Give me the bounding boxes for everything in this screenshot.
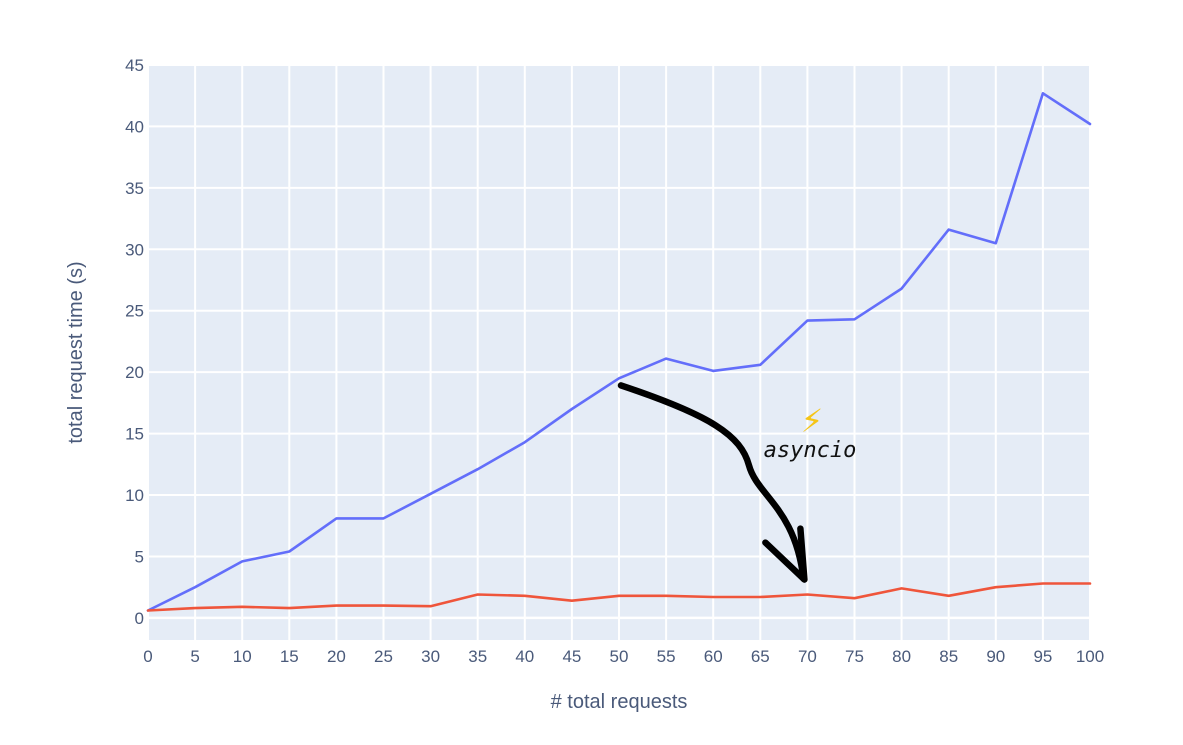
x-tick-label: 65 <box>751 647 770 666</box>
y-tick-label: 40 <box>125 117 144 136</box>
x-tick-label: 80 <box>892 647 911 666</box>
x-tick-label: 10 <box>233 647 252 666</box>
y-tick-labels: 0 5 10 15 20 25 30 35 40 45 <box>125 56 144 628</box>
y-axis-title: total request time (s) <box>65 261 87 443</box>
x-tick-label: 30 <box>421 647 440 666</box>
x-tick-label: 60 <box>704 647 723 666</box>
x-tick-label: 35 <box>468 647 487 666</box>
x-tick-label: 25 <box>374 647 393 666</box>
series-line-2 <box>146 582 1092 612</box>
x-tick-label: 20 <box>327 647 346 666</box>
x-tick-label: 75 <box>845 647 864 666</box>
y-tick-label: 5 <box>135 547 144 566</box>
x-tick-label: 15 <box>280 647 299 666</box>
y-tick-label: 35 <box>125 179 144 198</box>
lightning-bolt-icon: ⚡ <box>801 402 823 440</box>
x-axis-title: # total requests <box>551 691 688 713</box>
y-gridlines <box>148 64 1090 620</box>
y-tick-label: 30 <box>125 240 144 259</box>
x-tick-label: 45 <box>562 647 581 666</box>
x-tick-label: 5 <box>190 647 199 666</box>
series-layer <box>146 92 1092 612</box>
y-tick-label: 20 <box>125 363 144 382</box>
x-tick-label: 40 <box>515 647 534 666</box>
x-tick-label: 70 <box>798 647 817 666</box>
y-tick-label: 10 <box>125 486 144 505</box>
annotation-layer: ⚡asyncio <box>617 382 857 583</box>
x-tick-labels: 0 5 10 15 20 25 30 35 40 45 50 55 60 65 70 75 80 85 90 95 10… <box>143 647 1104 666</box>
annotation-arrow-head <box>762 525 808 583</box>
x-tick-label: 85 <box>939 647 958 666</box>
x-tick-label: 0 <box>143 647 152 666</box>
annotation-label: asyncio <box>764 438 857 463</box>
x-tick-label: 100 <box>1076 647 1104 666</box>
y-tick-label: 15 <box>125 425 144 444</box>
x-tick-label: 55 <box>657 647 676 666</box>
y-tick-label: 45 <box>125 56 144 75</box>
x-tick-label: 90 <box>986 647 1005 666</box>
series-line-1 <box>146 92 1092 612</box>
x-tick-label: 95 <box>1033 647 1052 666</box>
y-tick-label: 0 <box>135 609 144 628</box>
x-gridlines <box>147 65 1091 640</box>
x-tick-label: 50 <box>610 647 629 666</box>
y-tick-label: 25 <box>125 302 144 321</box>
annotation-arrow-shaft <box>617 382 807 582</box>
